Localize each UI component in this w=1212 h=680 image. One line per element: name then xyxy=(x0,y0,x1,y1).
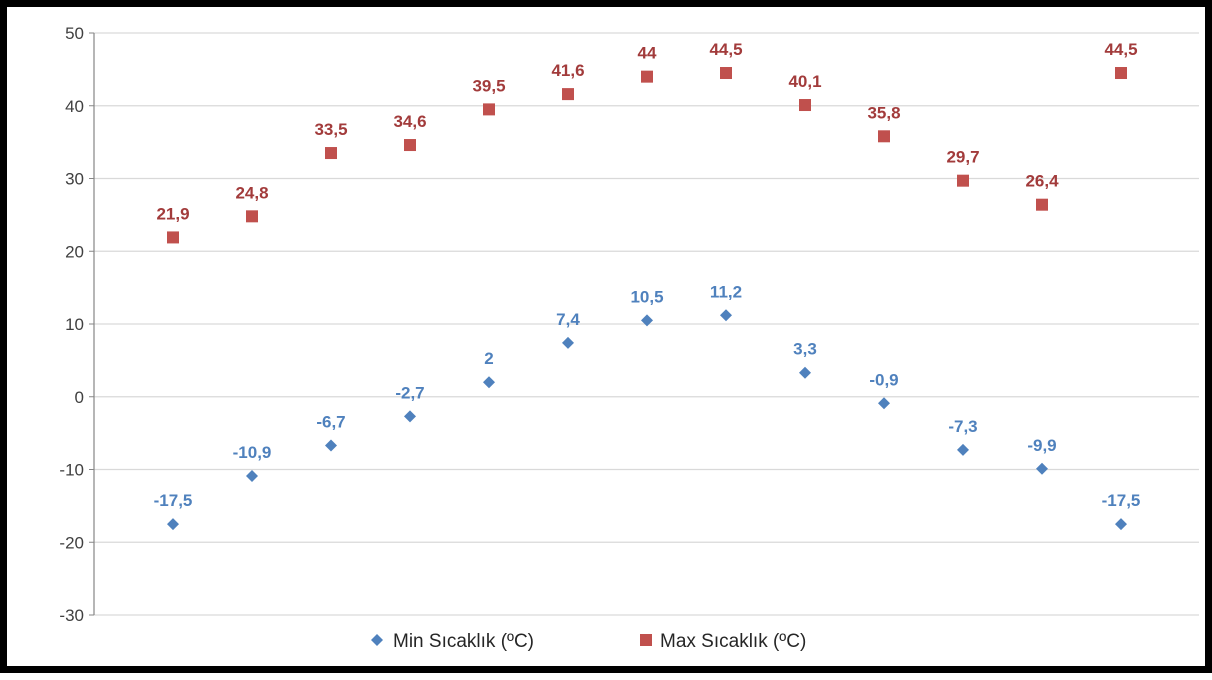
y-tick-label: 40 xyxy=(65,97,84,116)
max-temp-point xyxy=(641,70,653,83)
max-temp-point xyxy=(483,103,495,116)
max-temp-point xyxy=(246,210,258,223)
min-temp-point xyxy=(957,443,969,456)
y-tick-label: 20 xyxy=(65,242,84,261)
max-temp-data-label: 21,9 xyxy=(156,204,189,223)
min-temp-point xyxy=(799,366,811,379)
max-temp-data-label: 24,8 xyxy=(235,183,268,202)
max-temp-data-label: 44 xyxy=(638,44,657,63)
min-temp-data-label: 3,3 xyxy=(793,340,817,359)
max-temp-point xyxy=(562,88,574,101)
min-temp-data-label: -2,7 xyxy=(395,383,424,402)
y-tick-label: -10 xyxy=(59,461,84,480)
min-temp-point xyxy=(641,314,653,327)
min-temp-data-label: -10,9 xyxy=(233,443,272,462)
min-temp-point xyxy=(246,470,258,483)
max-temp-data-label: 40,1 xyxy=(788,72,821,91)
min-temp-data-label: 10,5 xyxy=(630,287,663,306)
y-tick-label: 30 xyxy=(65,170,84,189)
min-temp-data-label: 7,4 xyxy=(556,310,580,329)
max-temp-point xyxy=(799,99,811,112)
max-temp-data-label: 39,5 xyxy=(472,76,505,95)
max-temp-point xyxy=(878,130,890,143)
y-tick-label: 50 xyxy=(65,24,84,43)
min-temp-data-label: 2 xyxy=(484,349,493,368)
legend-max-label: Max Sıcaklık (ºC) xyxy=(660,631,806,652)
y-tick-label: 10 xyxy=(65,315,84,334)
max-temp-data-label: 26,4 xyxy=(1025,172,1059,191)
min-temp-point xyxy=(1036,462,1048,475)
max-temp-data-label: 34,6 xyxy=(393,112,426,131)
y-axis: 50 40 30 20 10 0 -10 -20 -30 xyxy=(59,24,95,625)
min-temp-data-label: -6,7 xyxy=(316,412,345,431)
max-temp-point xyxy=(1115,67,1127,80)
min-temp-point xyxy=(720,309,732,322)
y-tick-label: -20 xyxy=(59,533,84,552)
min-temp-data-label: -0,9 xyxy=(869,370,898,389)
max-temp-point xyxy=(720,67,732,80)
min-temp-data-label: 11,2 xyxy=(710,282,742,301)
min-temp-data-label: -7,3 xyxy=(948,417,977,436)
y-tick-label: 0 xyxy=(75,388,84,407)
legend-max-marker xyxy=(640,634,652,646)
min-temp-data-label: -9,9 xyxy=(1027,436,1056,455)
min-temp-point xyxy=(562,336,574,349)
scatter-chart: 50 40 30 20 10 0 -10 -20 -30 -17,5 -10,9 -6,7 -2,7 2… xyxy=(59,24,1199,652)
min-temp-point xyxy=(1115,518,1127,531)
max-temp-data-label: 35,8 xyxy=(867,103,900,122)
max-temp-data-label: 44,5 xyxy=(709,40,742,59)
min-temp-point xyxy=(167,518,179,531)
max-temp-data-label: 29,7 xyxy=(946,148,979,167)
min-temp-data-label: -17,5 xyxy=(154,491,193,510)
min-temp-point xyxy=(404,410,416,423)
min-temp-point xyxy=(878,397,890,410)
max-temp-data-label: 33,5 xyxy=(314,120,347,139)
y-tick-label: -30 xyxy=(59,606,84,625)
max-temp-data-label: 44,5 xyxy=(1104,40,1137,59)
max-temp-data-label: 41,6 xyxy=(551,61,584,80)
data-marks xyxy=(167,67,1127,531)
min-temp-point xyxy=(483,376,495,389)
max-temp-point xyxy=(167,231,179,244)
max-temp-point xyxy=(325,147,337,160)
min-temp-data-label: -17,5 xyxy=(1102,491,1141,510)
max-temp-point xyxy=(1036,198,1048,211)
min-temp-point xyxy=(325,439,337,452)
data-labels: -17,5 -10,9 -6,7 -2,7 2 7,4 10,5 11,2 3,3 -0,9 -7,… xyxy=(154,40,1141,510)
max-temp-point xyxy=(404,139,416,152)
legend-min-marker xyxy=(371,634,383,646)
max-temp-point xyxy=(957,174,969,187)
legend: Min Sıcaklık (ºC) Max Sıcaklık (ºC) xyxy=(371,631,806,652)
legend-min-label: Min Sıcaklık (ºC) xyxy=(393,631,534,652)
